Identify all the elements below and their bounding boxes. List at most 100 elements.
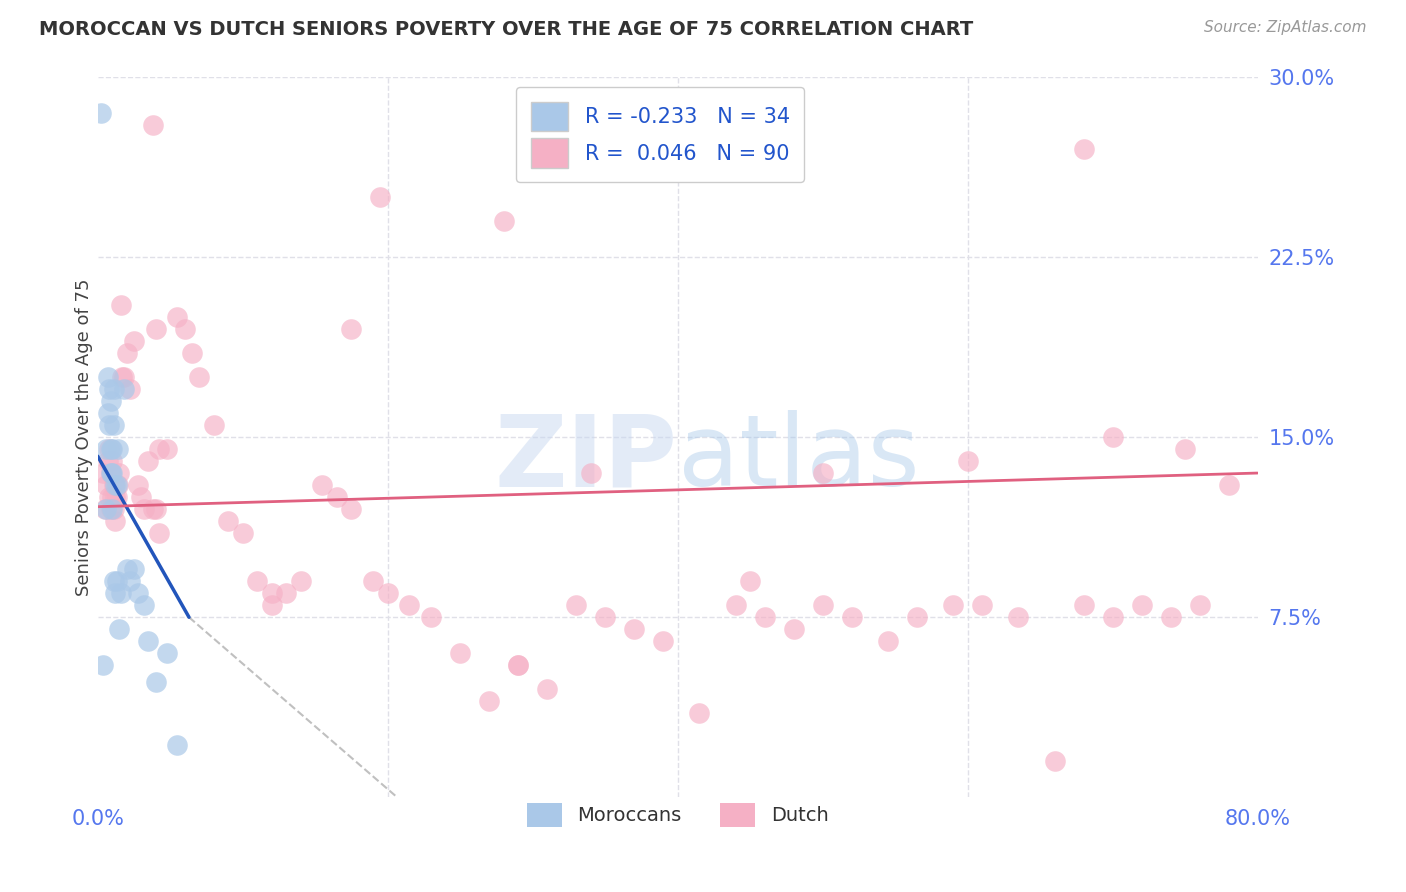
Point (492, 213, 515, 227)
Point (115, 562, 138, 576)
Point (202, 417, 225, 432)
Point (100, 442, 122, 456)
Point (108, 622, 131, 636)
Point (579, 466, 602, 480)
Point (156, 646, 179, 660)
Point (100, 466, 122, 480)
Point (101, 454, 124, 468)
Point (110, 298, 132, 312)
Point (115, 346, 138, 360)
Point (246, 574, 269, 589)
Point (101, 502, 124, 516)
Point (127, 478, 149, 492)
Point (98, 442, 121, 456)
Point (156, 442, 179, 456)
Point (145, 322, 167, 336)
Point (290, 574, 312, 589)
Point (811, 599, 834, 613)
Point (112, 382, 135, 396)
Point (103, 382, 125, 396)
Point (217, 514, 239, 528)
Point (260, 586, 283, 600)
Point (138, 454, 160, 468)
Point (377, 586, 399, 600)
Y-axis label: Seniors Poverty Over the Age of 75: Seniors Poverty Over the Age of 75 (75, 278, 93, 596)
Point (180, 346, 202, 360)
Point (122, 334, 145, 348)
Point (103, 417, 125, 432)
Point (105, 478, 128, 492)
Point (96, 442, 118, 456)
Point (449, 646, 471, 660)
Point (536, 682, 558, 697)
Point (104, 586, 127, 600)
Point (90, 105, 112, 120)
Point (104, 478, 127, 492)
Point (1188, 599, 1211, 613)
Point (118, 574, 141, 589)
Text: ZIP: ZIP (495, 410, 678, 508)
Point (173, 322, 195, 336)
Point (1073, 599, 1095, 613)
Point (841, 610, 863, 624)
Point (94, 502, 117, 516)
Point (118, 382, 141, 396)
Point (188, 370, 211, 384)
Point (1160, 610, 1182, 624)
Point (1101, 610, 1123, 624)
Point (101, 442, 124, 456)
Point (145, 502, 167, 516)
Point (311, 478, 333, 492)
Point (166, 310, 188, 324)
Point (1073, 142, 1095, 156)
Point (93, 658, 115, 673)
Point (105, 490, 128, 504)
Point (108, 466, 131, 480)
Point (260, 599, 283, 613)
Text: Source: ZipAtlas.com: Source: ZipAtlas.com (1204, 20, 1367, 35)
Point (107, 478, 129, 492)
Point (652, 634, 675, 648)
Point (93, 466, 115, 480)
Point (276, 586, 298, 600)
Legend: Moroccans, Dutch: Moroccans, Dutch (519, 796, 837, 835)
Point (340, 502, 363, 516)
Point (100, 393, 122, 408)
Point (101, 490, 124, 504)
Point (101, 466, 124, 480)
Point (942, 599, 965, 613)
Point (956, 454, 979, 468)
Point (754, 610, 776, 624)
Point (103, 574, 125, 589)
Point (232, 526, 254, 541)
Point (1101, 430, 1123, 444)
Point (142, 502, 165, 516)
Point (138, 634, 160, 648)
Point (96, 478, 118, 492)
Point (361, 574, 384, 589)
Point (129, 490, 152, 504)
Point (905, 610, 928, 624)
Point (97, 370, 120, 384)
Point (96, 502, 118, 516)
Point (104, 490, 127, 504)
Point (132, 502, 155, 516)
Point (110, 586, 132, 600)
Point (148, 526, 170, 541)
Point (811, 466, 834, 480)
Text: atlas: atlas (678, 410, 920, 508)
Point (98, 417, 121, 432)
Point (112, 370, 135, 384)
Point (688, 706, 710, 721)
Point (876, 634, 898, 648)
Point (142, 118, 165, 132)
Point (1218, 478, 1240, 492)
Point (103, 502, 125, 516)
Point (1043, 755, 1066, 769)
Point (103, 478, 125, 492)
Point (565, 599, 588, 613)
Point (100, 502, 122, 516)
Point (104, 514, 127, 528)
Point (738, 574, 761, 589)
Point (1007, 610, 1029, 624)
